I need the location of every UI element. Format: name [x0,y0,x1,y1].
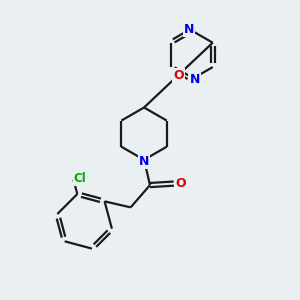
Text: O: O [175,177,186,190]
Text: N: N [184,23,194,36]
Text: Cl: Cl [74,172,86,185]
Text: N: N [189,74,200,86]
Text: O: O [173,69,184,82]
Text: N: N [139,155,149,168]
